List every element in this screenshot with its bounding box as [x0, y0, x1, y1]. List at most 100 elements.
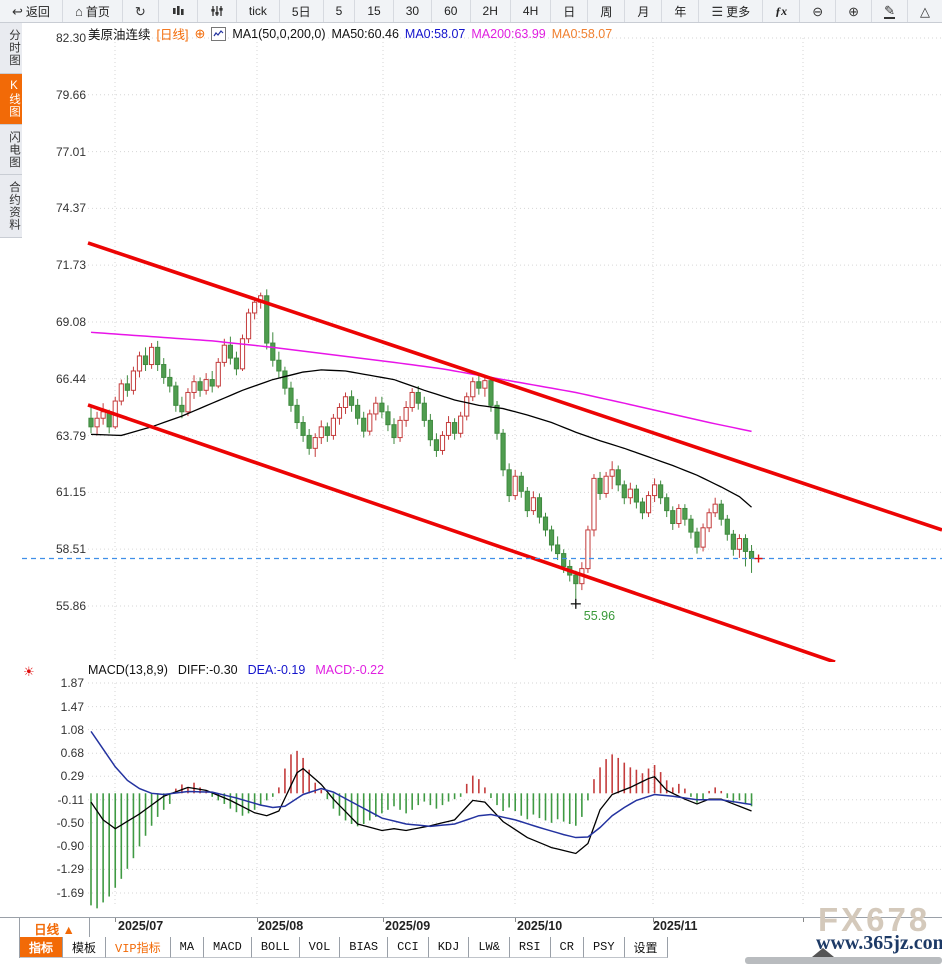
tab-settings[interactable]: 设置 — [624, 937, 668, 958]
tab-boll[interactable]: BOLL — [251, 937, 300, 958]
low-price-annotation: 55.96 — [584, 609, 615, 623]
period-selector[interactable]: 日线 ▲ — [19, 918, 90, 938]
price-axis-label: 79.66 — [55, 87, 86, 102]
macd-pane[interactable]: 1.87 1.47 1.08 0.68 0.29 -0.11 -0.50 -0.90 -1.29… — [22, 662, 942, 917]
toolbar-yearly-button[interactable]: 年 — [662, 0, 700, 22]
top-toolbar: ↩ 返回 ⌂ 首页 ↻ tick 5日 5 15 30 60 2H 4H 日周月年 ☰ 更多 ƒx ⊖ ⊕ ✎ △ — [0, 0, 942, 23]
month-label: 2025/10 — [517, 919, 563, 933]
toolbar-2h-label: 2H — [482, 4, 498, 18]
macd-value: MACD:-0.22 — [315, 663, 385, 677]
ma-settings: MA1(50,0,200,0) — [232, 26, 326, 41]
toolbar-4h-label: 4H — [522, 4, 539, 18]
month-label: 2025/09 — [385, 919, 431, 933]
tab-psy[interactable]: PSY — [583, 937, 625, 958]
toolbar-tick-button[interactable]: tick — [237, 0, 280, 22]
candlestick-chart[interactable]: 55.96 — [22, 22, 942, 662]
sidebar-item-lightning-chart[interactable]: 闪电图 — [0, 124, 22, 175]
macd-axis-label: 0.29 — [60, 769, 84, 784]
scroll-up-arrow-icon[interactable] — [812, 948, 834, 957]
tab-templates[interactable]: 模板 — [63, 937, 107, 958]
sidebar-item-kline[interactable]: K线图 — [0, 73, 22, 125]
macd-axis-label: -0.11 — [57, 792, 84, 807]
tab-kdj[interactable]: KDJ — [428, 937, 470, 958]
line-chart-icon[interactable] — [211, 26, 227, 41]
tab-rsi[interactable]: RSI — [509, 937, 551, 958]
sliders-icon — [211, 6, 223, 16]
toolbar-30min-button[interactable]: 30 — [394, 0, 433, 22]
month-label: 2025/11 — [653, 919, 698, 933]
toolbar-monthly-label: 月 — [637, 4, 650, 19]
price-axis-label: 82.30 — [55, 31, 86, 45]
toolbar-daily-label: 日 — [563, 4, 576, 19]
price-axis-label: 77.01 — [55, 144, 86, 159]
toolbar-kline-chart-button[interactable] — [159, 0, 198, 22]
toolbar-fx-button[interactable]: ƒx — [763, 0, 801, 22]
toolbar-5d-button[interactable]: 5日 — [280, 0, 324, 22]
draw-icon: ✎ — [884, 2, 895, 19]
tab-cci[interactable]: CCI — [388, 937, 429, 958]
tab-cr[interactable]: CR — [550, 937, 584, 958]
tab-indicators[interactable]: 指标 — [20, 937, 64, 958]
price-chart-pane[interactable]: 55.96 82.30 79.66 77.01 74.37 71.73 69.08 66.4… — [22, 22, 942, 662]
toolbar-refresh-button[interactable]: ↻ — [123, 0, 159, 22]
tab-vip-indicators[interactable]: VIP指标 — [106, 937, 171, 958]
price-axis-label: 69.08 — [55, 315, 86, 329]
toolbar-15min-label: 15 — [367, 4, 381, 18]
tab-lw[interactable]: LW& — [469, 937, 510, 958]
toolbar-5min-button[interactable]: 5 — [324, 0, 356, 22]
price-axis-label: 61.15 — [55, 485, 86, 500]
toolbar-zoom-in-button[interactable]: ⊕ — [836, 0, 873, 22]
sidebar-item-time-chart[interactable]: 分时图 — [0, 23, 22, 74]
toolbar-tick-label: tick — [248, 4, 267, 18]
toolbar-shape-button[interactable]: △ — [908, 0, 942, 22]
price-axis-label: 63.79 — [55, 428, 86, 443]
toolbar-draw-button[interactable]: ✎ — [872, 0, 908, 22]
toolbar-5d-label: 5日 — [291, 4, 311, 19]
month-tick — [803, 918, 804, 922]
toolbar-indicator-settings-button[interactable] — [198, 0, 237, 22]
month-tick — [383, 918, 384, 922]
shape-icon: △ — [920, 3, 930, 19]
macd-axis-label: -1.69 — [56, 886, 84, 900]
toolbar-zoom-out-button[interactable]: ⊖ — [800, 0, 837, 22]
toolbar-more-button[interactable]: ☰ 更多 — [699, 0, 764, 22]
watermark-url: www.365jz.com — [816, 932, 942, 954]
toolbar-2h-button[interactable]: 2H — [471, 0, 511, 22]
tab-vol[interactable]: VOL — [299, 937, 341, 958]
month-tick — [115, 918, 116, 922]
indicator-sun-icon[interactable]: ☀ — [23, 664, 35, 679]
macd-header: MACD(13,8,9) DIFF:-0.30 DEA:-0.19 MACD:-… — [88, 663, 384, 677]
toolbar-daily-button[interactable]: 日 — [551, 0, 589, 22]
ma0-orange-value: MA0:58.07 — [551, 26, 613, 41]
price-axis-label: 66.44 — [55, 371, 86, 386]
refresh-icon: ↻ — [134, 3, 146, 19]
month-label: 2025/08 — [258, 919, 304, 933]
macd-axis-label: -0.50 — [56, 815, 84, 830]
ma50-value: MA50:60.46 — [331, 26, 399, 41]
month-tick — [257, 918, 258, 922]
toolbar-back-button[interactable]: ↩ 返回 — [0, 0, 63, 22]
tab-macd[interactable]: MACD — [204, 937, 252, 958]
back-icon: ↩ — [12, 3, 23, 19]
toolbar-60min-button[interactable]: 60 — [432, 0, 471, 22]
kline-chart-icon — [172, 6, 184, 15]
chart-type-sidebar: 分时图 K线图 闪电图 合约资料 — [0, 23, 22, 917]
add-indicator-icon[interactable]: ⊕ — [194, 25, 206, 41]
more-icon: ☰ — [711, 3, 724, 19]
price-axis-label: 74.37 — [55, 201, 86, 216]
price-axis-label: 58.51 — [55, 542, 86, 557]
toolbar-15min-button[interactable]: 15 — [355, 0, 394, 22]
toolbar-weekly-button[interactable]: 周 — [588, 0, 626, 22]
toolbar-4h-button[interactable]: 4H — [511, 0, 552, 22]
dea-value: DEA:-0.19 — [247, 663, 306, 677]
toolbar-monthly-button[interactable]: 月 — [625, 0, 663, 22]
sidebar-item-contract-info[interactable]: 合约资料 — [0, 175, 22, 238]
home-icon: ⌂ — [74, 3, 83, 19]
horizontal-scrollbar[interactable] — [745, 957, 942, 964]
toolbar-5min-label: 5 — [335, 4, 343, 18]
macd-chart[interactable] — [22, 662, 942, 917]
tab-bias[interactable]: BIAS — [340, 937, 389, 958]
tab-ma[interactable]: MA — [170, 937, 205, 958]
toolbar-home-button[interactable]: ⌂ 首页 — [63, 0, 123, 22]
